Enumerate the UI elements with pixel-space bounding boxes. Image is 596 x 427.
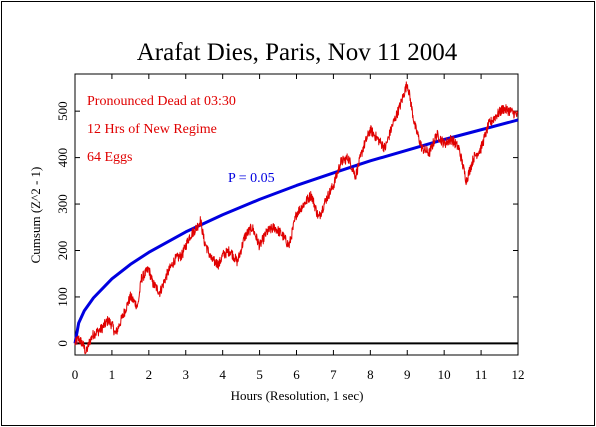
x-tick-label: 12 <box>512 367 525 382</box>
annotation-eggs: 64 Eggs <box>87 150 133 165</box>
annotation-event: Pronounced Dead at 03:30 <box>87 94 236 109</box>
series-label-p05: P = 0.05 <box>228 171 275 186</box>
y-tick-labels: 0 100 200 300 400 500 <box>55 101 70 346</box>
y-tick-label: 0 <box>55 340 70 347</box>
x-tick-label: 11 <box>475 367 488 382</box>
series-layer <box>73 81 519 355</box>
x-tick-label: 1 <box>109 367 116 382</box>
x-tick-label: 4 <box>219 367 226 382</box>
chart-title: Arafat Dies, Paris, Nov 11 2004 <box>137 39 458 66</box>
series-line-p05-envelope <box>73 118 519 344</box>
annotation-duration: 12 Hrs of New Regime <box>87 122 217 137</box>
x-tick-label: 10 <box>438 367 451 382</box>
x-tick-label: 8 <box>367 367 374 382</box>
x-tick-label: 2 <box>146 367 153 382</box>
x-tick-label: 9 <box>404 367 411 382</box>
axis-ticks <box>74 74 519 355</box>
x-tick-labels: 0 1 2 3 4 5 6 7 8 9 10 11 12 <box>72 367 525 382</box>
x-tick-label: 5 <box>256 367 263 382</box>
y-tick-label: 400 <box>55 148 70 168</box>
series-line-cumsum <box>74 81 519 355</box>
x-tick-label: 3 <box>183 367 190 382</box>
y-tick-label: 300 <box>55 194 70 214</box>
y-tick-label: 200 <box>55 241 70 260</box>
y-tick-label: 100 <box>55 287 70 307</box>
x-tick-label: 0 <box>72 367 79 382</box>
x-tick-label: 6 <box>293 367 300 382</box>
y-tick-label: 500 <box>55 101 70 121</box>
x-tick-label: 7 <box>330 367 337 382</box>
y-axis-title: Cumsum (Z^2 - 1) <box>28 167 43 264</box>
x-axis-title: Hours (Resolution, 1 sec) <box>231 388 364 403</box>
